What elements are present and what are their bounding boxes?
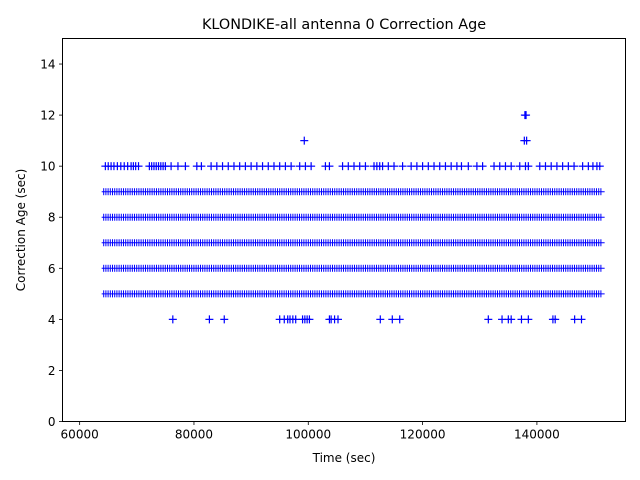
data-point (376, 315, 385, 324)
y-tick-label: 10 (40, 160, 55, 174)
data-point (205, 315, 214, 324)
data-point (551, 315, 560, 324)
data-point (220, 315, 229, 324)
data-point (300, 136, 309, 145)
data-point (595, 162, 604, 171)
band-y5 (101, 290, 605, 298)
x-tick-label: 100000 (285, 428, 331, 442)
band-y9 (101, 188, 605, 196)
plot-marks (101, 111, 605, 324)
x-axis-ticks: 60000 80000 100000 120000 140000 (61, 421, 560, 442)
band-y6 (101, 264, 605, 272)
x-tick-label: 120000 (400, 428, 446, 442)
x-tick-label: 140000 (514, 428, 560, 442)
x-axis-label: Time (sec) (312, 451, 376, 465)
band-y7 (101, 239, 605, 247)
data-point (517, 315, 526, 324)
data-point (524, 315, 533, 324)
x-tick-label: 60000 (61, 428, 99, 442)
data-point (168, 315, 177, 324)
data-point (507, 315, 516, 324)
data-point (287, 162, 296, 171)
data-point (478, 162, 487, 171)
y-tick-label: 14 (40, 58, 55, 72)
data-point (291, 315, 300, 324)
data-point (305, 315, 314, 324)
data-point (464, 162, 473, 171)
data-point (173, 162, 182, 171)
y-axis-ticks: 0 2 4 6 8 10 12 14 (40, 58, 63, 429)
y-tick-label: 0 (48, 415, 56, 429)
x-tick-label: 80000 (175, 428, 213, 442)
y-tick-label: 2 (48, 364, 56, 378)
data-point (395, 315, 404, 324)
data-point (457, 162, 466, 171)
y-tick-label: 12 (40, 109, 55, 123)
data-point (570, 162, 579, 171)
data-point (388, 315, 397, 324)
data-point (524, 162, 533, 171)
data-point (570, 315, 579, 324)
data-point (307, 162, 316, 171)
data-point (577, 315, 586, 324)
data-point (390, 162, 399, 171)
chart-title: KLONDIKE-all antenna 0 Correction Age (202, 17, 486, 33)
y-tick-label: 4 (48, 313, 56, 327)
data-point (522, 136, 531, 145)
data-point (325, 162, 334, 171)
data-point (181, 162, 190, 171)
data-point (507, 162, 516, 171)
y-tick-label: 6 (48, 262, 56, 276)
data-point (484, 315, 493, 324)
plot-frame (62, 38, 626, 422)
data-point (333, 315, 342, 324)
band-y8 (101, 213, 605, 221)
data-point (522, 111, 531, 120)
data-point (134, 162, 143, 171)
data-point (361, 162, 370, 171)
y-axis-label: Correction Age (sec) (14, 169, 28, 292)
data-point (398, 162, 407, 171)
data-point (167, 162, 176, 171)
data-point (197, 162, 206, 171)
y-tick-label: 8 (48, 211, 56, 225)
